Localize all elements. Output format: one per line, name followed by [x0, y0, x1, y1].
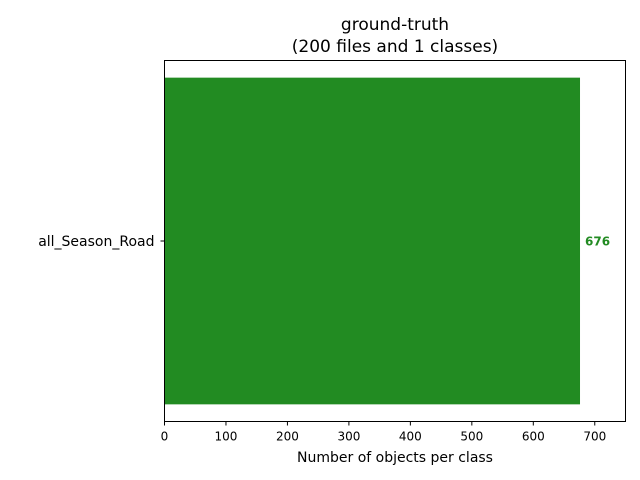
- x-axis-label: Number of objects per class: [297, 450, 493, 466]
- y-axis-categories: all_Season_Road: [38, 234, 165, 250]
- x-tick-label: 600: [522, 430, 545, 444]
- x-tick-label: 400: [399, 430, 422, 444]
- bars-layer: 676: [164, 77, 610, 405]
- x-axis-ticks: 0 100 200 300 400 500 600 700: [161, 421, 606, 444]
- x-tick-label: 500: [460, 430, 483, 444]
- x-tick-label: 0: [161, 430, 169, 444]
- x-tick-label: 700: [583, 430, 606, 444]
- x-tick-label: 200: [276, 430, 299, 444]
- chart-subtitle: (200 files and 1 classes): [292, 37, 498, 57]
- y-category-label: all_Season_Road: [38, 234, 154, 250]
- data-label-all_Season_Road: 676: [585, 235, 610, 249]
- x-tick-label: 100: [215, 430, 238, 444]
- chart-title: ground-truth: [341, 15, 449, 35]
- bar-all_Season_Road: [164, 77, 581, 405]
- x-tick-label: 300: [337, 430, 360, 444]
